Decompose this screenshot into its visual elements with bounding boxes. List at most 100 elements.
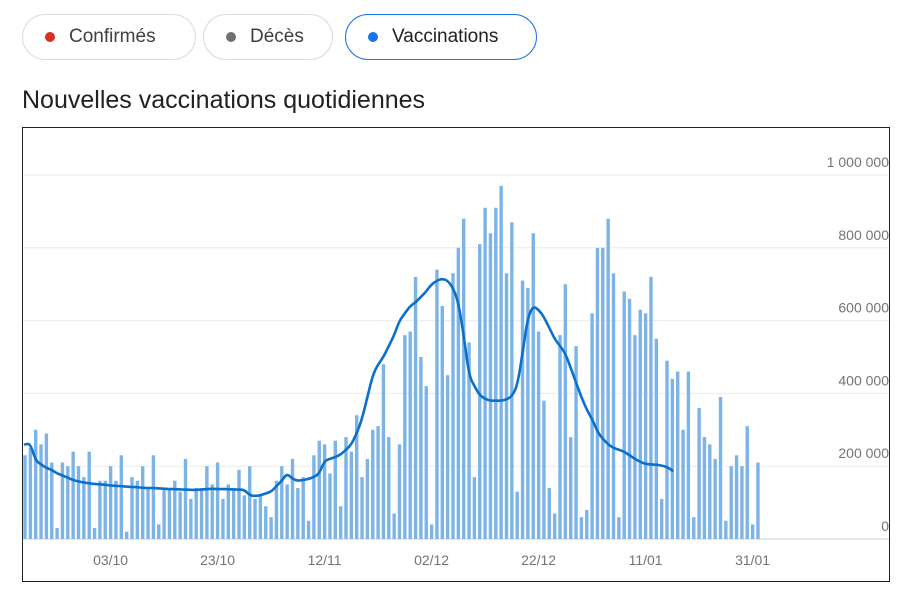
chip-confirmed-label: Confirmés — [69, 26, 156, 47]
bar — [649, 276, 653, 539]
bar — [333, 440, 337, 539]
bar — [708, 444, 712, 539]
bar — [585, 509, 589, 539]
bar — [595, 247, 600, 540]
bar — [622, 291, 626, 539]
bar — [349, 451, 354, 539]
bar — [494, 207, 498, 539]
x-tick-label: 31/01 — [735, 552, 770, 568]
bar — [478, 244, 482, 539]
bar — [611, 273, 616, 539]
vaccinations-chart: 0 200 000 400 000 600 000 800 000 1 000 000 03… — [23, 154, 889, 568]
moving-average-line — [23, 277, 674, 498]
bar — [205, 466, 209, 539]
bar — [579, 517, 584, 539]
bar — [654, 338, 658, 539]
bar — [119, 455, 123, 539]
bar — [328, 473, 332, 539]
bar — [258, 495, 263, 539]
bar — [456, 247, 461, 540]
bar — [531, 233, 535, 539]
y-tick-label: 600 000 — [838, 300, 889, 316]
bar — [547, 488, 551, 539]
bar — [397, 444, 402, 539]
bar — [194, 488, 198, 539]
bar — [392, 513, 396, 539]
bar — [312, 455, 316, 539]
bar — [558, 335, 562, 539]
bar — [445, 375, 450, 539]
bar — [28, 448, 33, 539]
bar — [563, 284, 568, 539]
chart-title: Nouvelles vaccinations quotidiennes — [22, 86, 426, 114]
bar — [643, 313, 648, 539]
bar — [462, 218, 466, 539]
bar — [183, 458, 188, 539]
bar — [50, 462, 54, 539]
bar — [173, 480, 177, 539]
bar — [574, 346, 578, 539]
bar — [724, 520, 728, 539]
x-tick-label: 22/12 — [521, 552, 556, 568]
bar — [274, 480, 279, 539]
bar — [285, 484, 289, 539]
bar — [381, 364, 386, 539]
bar — [681, 429, 685, 539]
bar — [226, 484, 230, 539]
bar — [488, 233, 493, 539]
bar — [750, 524, 755, 539]
bar — [108, 466, 113, 539]
chip-deaths-label: Décès — [250, 26, 304, 47]
bar — [280, 466, 284, 539]
bar — [499, 185, 503, 540]
bar — [686, 371, 691, 539]
y-tick-label: 1 000 000 — [827, 154, 889, 170]
y-tick-label: 800 000 — [838, 227, 889, 243]
bar — [103, 480, 107, 539]
bar — [189, 498, 193, 539]
x-tick-label: 12/11 — [308, 552, 342, 568]
bar — [472, 477, 477, 539]
bar — [440, 306, 444, 539]
bar — [253, 498, 257, 539]
bar — [344, 437, 348, 539]
chip-deaths[interactable]: Décès — [203, 14, 333, 60]
x-tick-label: 11/01 — [629, 552, 663, 568]
bar — [317, 440, 321, 539]
bar — [756, 462, 760, 539]
bar — [413, 276, 418, 539]
bar — [237, 469, 241, 539]
bar — [638, 309, 642, 539]
x-tick-label: 03/10 — [93, 552, 128, 568]
bar — [670, 378, 675, 539]
bar — [435, 269, 439, 539]
bar — [659, 498, 664, 539]
bar — [157, 524, 161, 539]
confirmed-dot-icon — [45, 32, 55, 42]
bar — [606, 218, 610, 539]
bar — [338, 506, 343, 539]
bar — [601, 247, 605, 540]
bar — [124, 531, 129, 539]
bar — [296, 488, 300, 539]
chip-vaccinations[interactable]: Vaccinations — [345, 14, 537, 60]
chip-confirmed[interactable]: Confirmés — [22, 14, 196, 60]
bar — [740, 466, 744, 539]
bar — [371, 429, 375, 539]
bar — [552, 513, 557, 539]
bar — [23, 455, 27, 539]
bar — [355, 415, 359, 539]
bar — [87, 451, 91, 539]
bar — [376, 426, 380, 539]
bar — [71, 451, 75, 539]
bar — [408, 331, 412, 539]
bar — [178, 491, 182, 539]
bar — [44, 433, 49, 539]
bar — [82, 477, 86, 539]
bar — [199, 488, 204, 539]
bar — [569, 437, 573, 539]
bar — [536, 331, 541, 539]
bar — [114, 480, 118, 539]
bar — [269, 517, 273, 539]
y-tick-label: 400 000 — [838, 372, 889, 388]
